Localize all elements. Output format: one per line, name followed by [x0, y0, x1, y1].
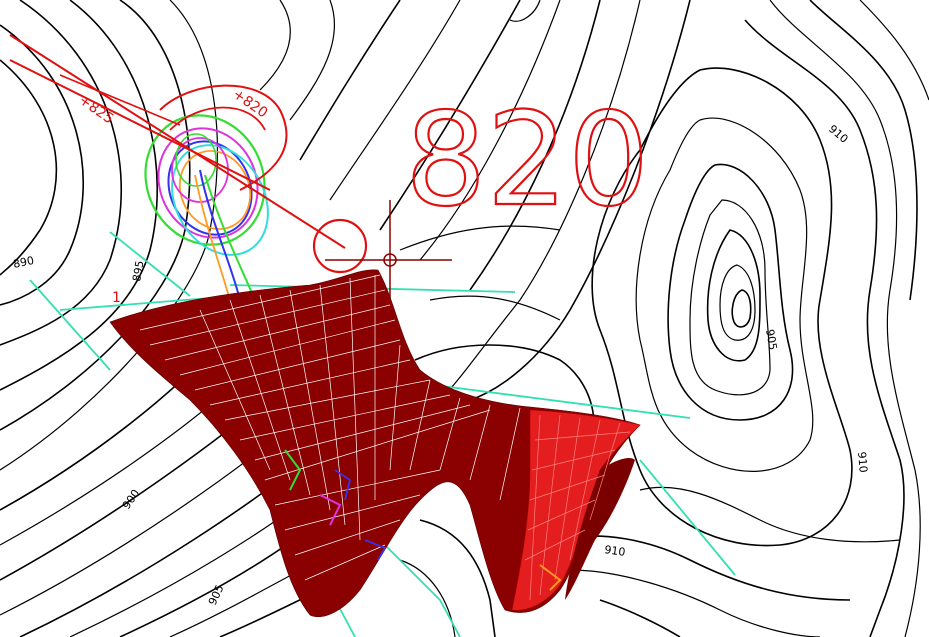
contour-label-895: 895 — [130, 260, 146, 283]
contour-label-900: 900 — [120, 487, 143, 512]
mesh-overlay-fragments — [284, 449, 562, 591]
contour-label-890: 890 — [12, 254, 35, 271]
station-label-820-large: 820 — [405, 86, 649, 235]
station-circle-marker — [312, 218, 368, 274]
contour-label-910-right: 910 — [855, 451, 870, 473]
contour-label-910-top: 910 — [826, 122, 850, 145]
marker-label: 1 — [112, 290, 121, 306]
cad-crosshair-cursor[interactable] — [325, 200, 452, 300]
red-alignment — [9, 34, 346, 249]
teal-section-lines — [29, 231, 736, 637]
surface-mesh-wireframe — [139, 274, 631, 601]
station-label-820-small: +820 — [230, 86, 271, 121]
contour-label-905-right: 905 — [763, 328, 779, 351]
contour-label-910-bottom: 910 — [604, 543, 627, 559]
contour-label-905-bottom: 905 — [206, 583, 227, 608]
station-label-825: +825 — [76, 92, 117, 127]
